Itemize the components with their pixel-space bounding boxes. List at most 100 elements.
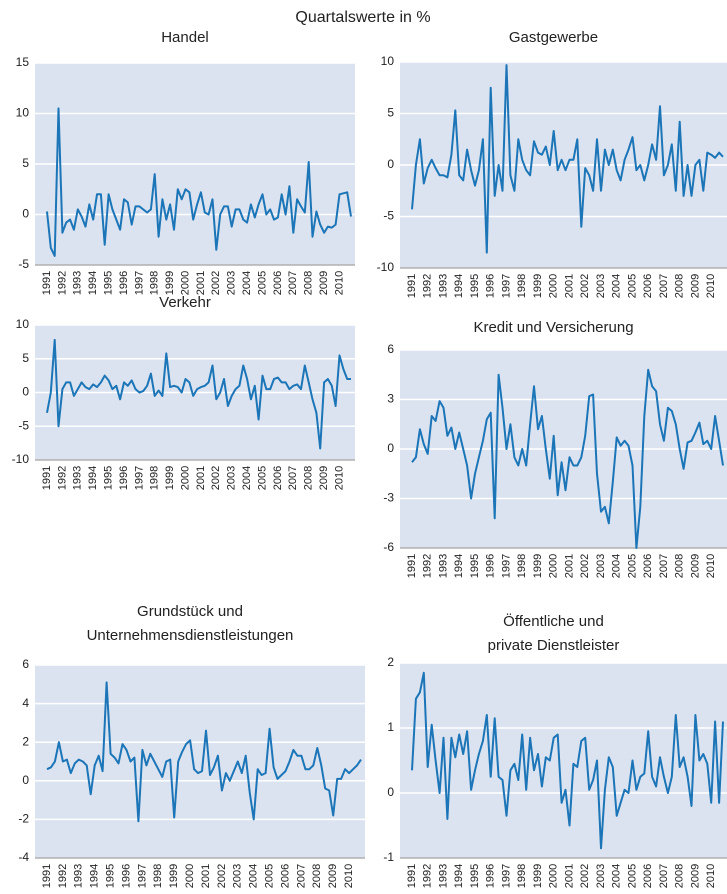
x-tick-label: 2009: [318, 466, 330, 490]
x-tick-label: 1996: [485, 864, 497, 888]
x-tick-label: 1999: [532, 274, 544, 298]
x-tick-label: 2000: [179, 271, 191, 295]
y-tick-label: 0: [22, 385, 29, 399]
x-tick-label: 1993: [437, 274, 449, 298]
x-tick-label: 2009: [327, 864, 339, 888]
x-tick-label: 2007: [658, 554, 670, 578]
x-tick-label: 2008: [674, 554, 686, 578]
y-tick-label: 5: [22, 156, 29, 170]
x-tick-label: 1991: [41, 864, 53, 888]
y-tick-label: 2: [22, 734, 29, 748]
x-tick-label: 2003: [595, 554, 607, 578]
x-tick-label: 1992: [422, 554, 434, 578]
y-tick-label: 3: [387, 392, 394, 406]
y-tick-label: -1: [383, 850, 394, 864]
x-tick-label: 1995: [105, 864, 117, 888]
panel-title: Gastgewerbe: [509, 29, 598, 46]
x-tick-label: 2007: [658, 274, 670, 298]
x-tick-label: 1994: [89, 864, 101, 888]
x-tick-label: 1995: [102, 466, 114, 490]
y-tick-label: -10: [12, 452, 30, 466]
x-tick-label: 2007: [658, 864, 670, 888]
x-tick-label: 2004: [248, 864, 260, 888]
y-tick-label: 0: [387, 441, 394, 455]
x-tick-label: 1992: [422, 274, 434, 298]
x-tick-label: 1997: [133, 466, 145, 490]
x-tick-label: 1997: [500, 864, 512, 888]
x-tick-label: 1996: [118, 466, 130, 490]
y-tick-label: -10: [377, 260, 395, 274]
x-tick-label: 2010: [333, 466, 345, 490]
x-tick-label: 1991: [406, 864, 418, 888]
x-tick-label: 2001: [195, 466, 207, 490]
x-tick-label: 1998: [516, 864, 528, 888]
x-tick-label: 1993: [437, 864, 449, 888]
x-tick-label: 2008: [674, 274, 686, 298]
y-tick-label: 6: [22, 657, 29, 671]
x-tick-label: 1999: [164, 271, 176, 295]
panel-title: Grundstück und: [137, 603, 243, 620]
x-tick-label: 2002: [579, 274, 591, 298]
x-tick-label: 1999: [532, 554, 544, 578]
x-tick-label: 1994: [453, 864, 465, 888]
x-tick-label: 2010: [705, 274, 717, 298]
x-tick-label: 2000: [179, 466, 191, 490]
data-line: [46, 338, 351, 450]
x-tick-label: 2005: [256, 271, 268, 295]
x-tick-label: 2005: [626, 864, 638, 888]
y-tick-label: 5: [22, 351, 29, 365]
x-tick-label: 1995: [102, 271, 114, 295]
x-tick-label: 2002: [579, 864, 591, 888]
x-tick-label: 2007: [287, 271, 299, 295]
x-tick-label: 1998: [149, 271, 161, 295]
x-tick-label: 2003: [232, 864, 244, 888]
x-tick-label: 1996: [120, 864, 132, 888]
x-tick-label: 2006: [642, 864, 654, 888]
panel-title: Verkehr: [159, 294, 211, 311]
panel-title: Öffentliche und: [503, 612, 604, 630]
x-tick-label: 1998: [516, 274, 528, 298]
y-tick-label: 6: [387, 342, 394, 356]
panel-title: private Dienstleister: [488, 637, 620, 654]
panel-title: Kredit und Versicherung: [473, 319, 633, 336]
y-tick-label: 15: [16, 55, 30, 69]
x-tick-label: 1998: [516, 554, 528, 578]
x-tick-label: 1992: [422, 864, 434, 888]
x-tick-label: 2005: [263, 864, 275, 888]
x-tick-label: 2001: [195, 271, 207, 295]
x-tick-label: 2005: [256, 466, 268, 490]
panel-title: Handel: [161, 29, 209, 46]
x-tick-label: 2002: [216, 864, 228, 888]
x-tick-label: 1993: [73, 864, 85, 888]
data-line: [411, 368, 724, 549]
x-tick-label: 2008: [303, 271, 315, 295]
x-tick-label: 2006: [272, 271, 284, 295]
x-tick-label: 2008: [303, 466, 315, 490]
x-tick-label: 2002: [210, 271, 222, 295]
panel-title: Unternehmensdienstleistungen: [87, 627, 294, 644]
y-tick-label: 10: [16, 317, 30, 331]
x-tick-label: 1996: [485, 274, 497, 298]
chart-title: Quartalswerte in %: [295, 9, 430, 26]
x-tick-label: 2002: [579, 554, 591, 578]
data-line: [46, 681, 362, 823]
x-tick-label: 2005: [626, 554, 638, 578]
x-tick-label: 2006: [642, 554, 654, 578]
x-tick-label: 2004: [611, 554, 623, 578]
x-tick-label: 2009: [689, 274, 701, 298]
x-tick-label: 1995: [469, 554, 481, 578]
x-tick-label: 2000: [548, 864, 560, 888]
x-tick-label: 1996: [118, 271, 130, 295]
x-tick-label: 1991: [41, 466, 53, 490]
x-tick-label: 2004: [611, 274, 623, 298]
x-tick-label: 2003: [595, 274, 607, 298]
y-tick-label: 5: [387, 106, 394, 120]
x-tick-label: 1993: [72, 271, 84, 295]
y-tick-label: 10: [16, 106, 30, 120]
x-tick-label: 2007: [287, 466, 299, 490]
y-tick-label: 1: [387, 720, 394, 734]
x-tick-label: 2006: [642, 274, 654, 298]
x-tick-label: 1994: [453, 274, 465, 298]
y-tick-label: -2: [18, 812, 29, 826]
x-tick-label: 2002: [210, 466, 222, 490]
